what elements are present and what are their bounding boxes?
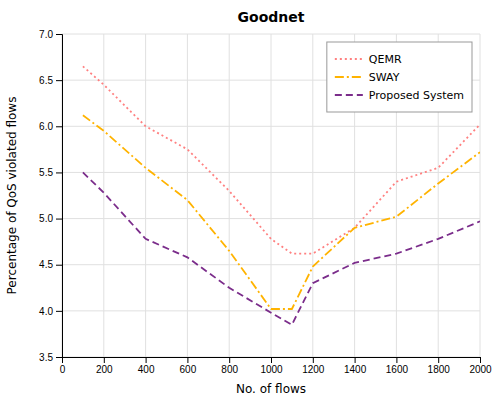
legend-swatch [335, 58, 363, 60]
tick: 7.0 [39, 29, 62, 40]
tick: 1600 [386, 357, 409, 375]
tick-label: 5.5 [39, 167, 53, 178]
tick: 1000 [260, 357, 283, 375]
tick: 6.5 [39, 75, 62, 86]
tick-mark [56, 311, 62, 312]
tick-label: 6.0 [39, 121, 53, 132]
tick-label: 7.0 [39, 29, 53, 40]
tick-mark [56, 172, 62, 173]
tick-mark [438, 357, 439, 363]
tick-label: 1400 [344, 364, 367, 375]
tick: 1400 [344, 357, 367, 375]
legend-label: QEMR [369, 53, 402, 66]
tick: 5.5 [39, 167, 62, 178]
axis-line [63, 358, 481, 364]
y-axis: 3.5 4.0 4.5 5.0 5.5 6.0 6.5 7.0 [39, 29, 62, 363]
axis-line [56, 35, 63, 358]
tick-label: 4.0 [39, 306, 53, 317]
tick: 400 [138, 357, 155, 375]
tick-label: 3.5 [39, 352, 53, 363]
tick-label: 2000 [469, 364, 492, 375]
grid-line [62, 218, 480, 219]
tick-label: 1000 [260, 364, 283, 375]
tick-label: 600 [180, 364, 197, 375]
tick-mark [56, 34, 62, 35]
tick-label: 200 [96, 364, 113, 375]
tick-label: 400 [138, 364, 155, 375]
series-line [83, 172, 480, 324]
tick-label: 5.0 [39, 213, 53, 224]
legend-item: Proposed System [335, 89, 464, 102]
grid-line [312, 34, 313, 357]
tick-label: 4.5 [39, 259, 53, 270]
legend-swatch [335, 76, 363, 78]
legend-item: QEMR [335, 53, 402, 66]
legend-label: SWAY [369, 71, 400, 84]
tick-mark [355, 357, 356, 363]
series-line [83, 115, 480, 309]
tick: 200 [96, 357, 113, 375]
title: Goodnet [238, 9, 305, 25]
grid-line [62, 264, 480, 265]
tick-mark [146, 357, 147, 363]
tick-label: 0 [60, 364, 66, 375]
legend-swatch [335, 94, 363, 96]
tick: 4.0 [39, 306, 62, 317]
tick-mark [56, 357, 62, 358]
grid-line [103, 34, 104, 357]
grid-line [62, 34, 480, 35]
tick-label: 1800 [428, 364, 451, 375]
grid-line [480, 34, 481, 357]
tick: 600 [180, 357, 197, 375]
series-line [83, 66, 480, 253]
tick-mark [313, 357, 314, 363]
grid-line [62, 126, 480, 127]
tick-mark [56, 219, 62, 220]
tick-label: 800 [221, 364, 238, 375]
tick: 6.0 [39, 121, 62, 132]
legend-item: SWAY [335, 71, 400, 84]
tick-mark [187, 357, 188, 363]
tick-mark [229, 357, 230, 363]
grid [62, 34, 480, 357]
tick-mark [104, 357, 105, 363]
tick: 2000 [469, 357, 492, 375]
tick: 1800 [428, 357, 451, 375]
tick-mark [271, 357, 272, 363]
tick: 3.5 [39, 352, 62, 363]
chart: 0 200 400 600 800 1000 1200 1400 1600 1800 2000 3.5… [0, 0, 500, 403]
tick: 5.0 [39, 213, 62, 224]
legend-box [327, 42, 472, 112]
grid-line [62, 172, 480, 173]
tick: 800 [221, 357, 238, 375]
tick-mark [396, 357, 397, 363]
tick: 1200 [302, 357, 325, 375]
plot: 0 200 400 600 800 1000 1200 1400 1600 1800 2000 3.5… [39, 29, 492, 375]
tick: 0 [60, 357, 66, 375]
x-axis: 0 200 400 600 800 1000 1200 1400 1600 1800 2000 [60, 357, 492, 375]
grid-line [62, 310, 480, 311]
legend-label: Proposed System [369, 89, 464, 102]
grid-line [187, 34, 188, 357]
x-axis-title: No. of flows [236, 382, 306, 396]
tick-mark [480, 357, 481, 363]
tick-label: 1600 [386, 364, 409, 375]
y-axis-title: Percentage of QoS violated flows [5, 97, 19, 295]
tick-label: 1200 [302, 364, 325, 375]
tick-mark [56, 126, 62, 127]
tick-mark [56, 80, 62, 81]
legend: QEMR SWAY Proposed System [327, 42, 472, 112]
tick-mark [56, 265, 62, 266]
tick-label: 6.5 [39, 75, 53, 86]
tick: 4.5 [39, 259, 62, 270]
grid-line [229, 34, 230, 357]
grid-line [145, 34, 146, 357]
